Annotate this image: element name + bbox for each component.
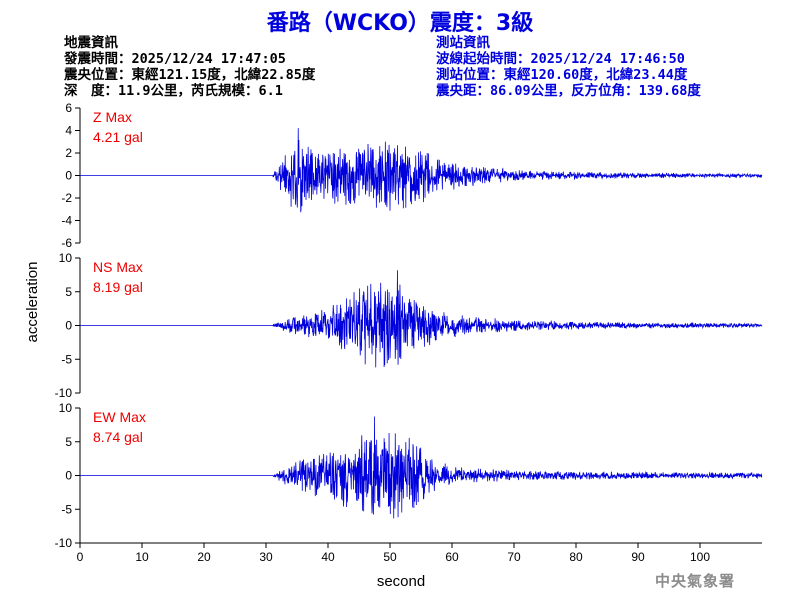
y-tick-label-ns: -5 xyxy=(61,352,72,366)
y-tick-label-z: 4 xyxy=(65,124,72,138)
x-tick-label: 20 xyxy=(197,550,211,564)
y-tick-label-ew: -10 xyxy=(55,536,73,550)
x-tick-label: 90 xyxy=(631,550,645,564)
earthquake-info-heading: 地震資訊 xyxy=(64,35,118,51)
x-tick-label: 50 xyxy=(383,550,397,564)
origin-time: 發震時間：2025/12/24 17:47:05 xyxy=(64,51,286,67)
y-tick-label-z: -4 xyxy=(61,214,72,228)
epicentral-distance: 震央距：86.09公里，反方位角：139.68度 xyxy=(436,83,701,99)
y-tick-label-ns: 0 xyxy=(65,319,72,333)
x-tick-label: 60 xyxy=(445,550,459,564)
chart-title: 番路（WCKO）震度：3級 xyxy=(266,11,534,36)
y-tick-label-ns: 10 xyxy=(59,251,73,265)
epicenter-location: 震央位置：東經121.15度，北緯22.85度 xyxy=(64,67,316,83)
earthquake-info: 地震資訊 發震時間：2025/12/24 17:47:05 震央位置：東經121… xyxy=(64,35,315,99)
x-axis-label: second xyxy=(377,573,425,590)
y-tick-label-ew: -5 xyxy=(61,502,72,516)
x-tick-label: 40 xyxy=(321,550,335,564)
y-axis-label: acceleration xyxy=(24,262,41,343)
x-tick-label: 30 xyxy=(259,550,273,564)
y-tick-label-z: -6 xyxy=(61,236,72,250)
station-info: 測站資訊 波線起始時間：2025/12/24 17:46:50 測站位置：東經1… xyxy=(436,35,701,99)
station-info-heading: 測站資訊 xyxy=(436,35,490,51)
waveform-ns xyxy=(80,270,763,368)
x-tick-label: 10 xyxy=(135,550,149,564)
x-tick-label: 70 xyxy=(507,550,521,564)
y-tick-label-ns: 5 xyxy=(65,285,72,299)
x-tick-label: 100 xyxy=(690,550,710,564)
y-tick-label-z: -2 xyxy=(61,191,72,205)
x-tick-label: 80 xyxy=(569,550,583,564)
wave-start-time: 波線起始時間：2025/12/24 17:46:50 xyxy=(436,51,685,67)
station-location: 測站位置：東經120.60度，北緯23.44度 xyxy=(436,67,688,83)
y-tick-label-ew: 5 xyxy=(65,435,72,449)
max-label-ew: EW Max xyxy=(93,409,146,425)
waveform-ew xyxy=(80,416,763,519)
y-tick-label-ew: 0 xyxy=(65,469,72,483)
x-tick-label: 0 xyxy=(77,550,84,564)
waveform-z xyxy=(80,128,763,213)
depth-magnitude: 深 度：11.9公里，芮氏規模：6.1 xyxy=(64,83,283,99)
y-tick-label-z: 2 xyxy=(65,146,72,160)
max-value-z: 4.21 gal xyxy=(93,129,143,145)
y-tick-label-z: 0 xyxy=(65,169,72,183)
y-tick-label-ns: -10 xyxy=(55,386,73,400)
y-tick-label-ew: 10 xyxy=(59,401,73,415)
agency-watermark: 中央氣象署 xyxy=(655,572,736,590)
max-value-ew: 8.74 gal xyxy=(93,429,143,445)
max-label-ns: NS Max xyxy=(93,259,143,275)
max-label-z: Z Max xyxy=(93,109,132,125)
y-tick-label-z: 6 xyxy=(65,101,72,115)
max-value-ns: 8.19 gal xyxy=(93,279,143,295)
